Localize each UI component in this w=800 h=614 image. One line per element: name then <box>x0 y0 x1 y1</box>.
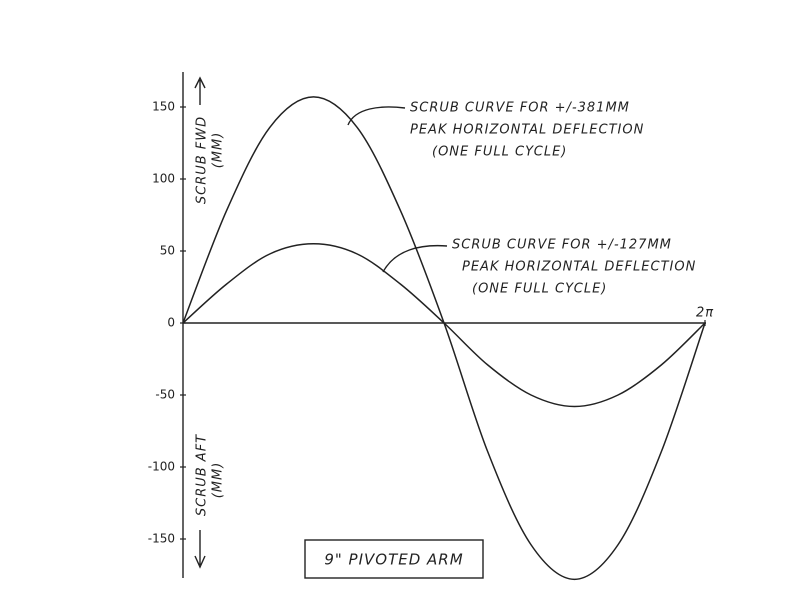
y-tick-label: -50 <box>155 388 175 402</box>
y-label-top-unit: (MM) <box>211 132 226 169</box>
y-tick-label: -150 <box>148 532 175 546</box>
y-label-bottom: SCRUB AFT <box>195 434 210 516</box>
annotation-line: SCRUB CURVE FOR +/-381MM <box>410 101 630 116</box>
box-label: 9" PIVOTED ARM <box>324 551 463 569</box>
curve <box>182 243 706 408</box>
annotation-line: (ONE FULL CYCLE) <box>432 145 567 160</box>
label-box <box>304 539 484 579</box>
y-tick-label: 150 <box>152 100 175 114</box>
y-tick-label: 50 <box>160 244 175 258</box>
y-tick-label: -100 <box>148 460 175 474</box>
x-tick-label: 2π <box>696 306 714 321</box>
down-arrow <box>194 530 206 569</box>
annotation-line: SCRUB CURVE FOR +/-127MM <box>452 238 672 253</box>
annotation-line: (ONE FULL CYCLE) <box>472 282 607 297</box>
y-label-top: SCRUB FWD <box>195 116 210 204</box>
annotation-line: PEAK HORIZONTAL DEFLECTION <box>462 260 696 275</box>
y-label-bottom-unit: (MM) <box>211 462 226 499</box>
leader <box>382 244 448 273</box>
up-arrow <box>194 76 206 105</box>
y-tick-label: 0 <box>167 316 175 330</box>
leader <box>347 106 406 126</box>
curve <box>182 96 706 581</box>
annotation-line: PEAK HORIZONTAL DEFLECTION <box>410 123 644 138</box>
y-tick-label: 100 <box>152 172 175 186</box>
